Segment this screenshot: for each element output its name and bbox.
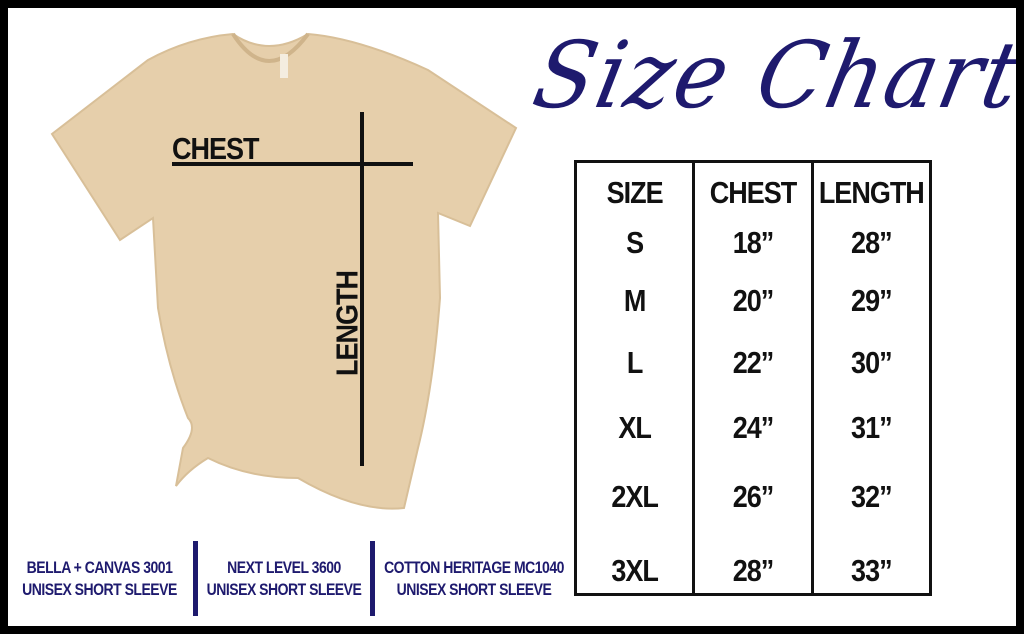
divider	[193, 541, 198, 616]
header-size: SIZE	[606, 176, 664, 210]
cell: 18”	[732, 226, 775, 260]
cell: 22”	[732, 346, 775, 380]
cell: 26”	[732, 480, 775, 514]
size-chart-canvas: CHEST LENGTH Size Chart SIZE S M L XL 2X…	[8, 8, 1016, 626]
brand-next-level: NEXT LEVEL 3600 UNISEX SHORT SLEEVE	[206, 557, 362, 599]
cell: M	[623, 284, 646, 318]
chest-label: CHEST	[172, 132, 260, 166]
cell: 24”	[732, 411, 775, 445]
header-length: LENGTH	[818, 176, 925, 210]
chest-column: CHEST 18” 20” 22” 24” 26” 28”	[695, 163, 814, 593]
cell: 28”	[732, 554, 775, 588]
tshirt-image	[50, 32, 518, 510]
cell: 32”	[851, 480, 893, 514]
cell: 2XL	[611, 480, 659, 514]
cell: 3XL	[611, 554, 659, 588]
shirt-tag	[280, 54, 288, 78]
brand-bella-canvas: BELLA + CANVAS 3001 UNISEX SHORT SLEEVE	[22, 557, 177, 599]
cell: 33”	[851, 554, 893, 588]
title: Size Chart	[525, 22, 1016, 129]
cell: 28”	[851, 226, 893, 260]
cell: L	[626, 346, 643, 380]
cell: 20”	[732, 284, 775, 318]
header-chest: CHEST	[709, 176, 798, 210]
divider	[370, 541, 375, 616]
cell: XL	[618, 411, 652, 445]
size-table: SIZE S M L XL 2XL 3XL CHEST 18” 20” 22” …	[574, 160, 932, 596]
cell: S	[626, 226, 644, 260]
cell: 29”	[851, 284, 893, 318]
cell: 30”	[851, 346, 893, 380]
length-column: LENGTH 28” 29” 30” 31” 32” 33”	[814, 163, 929, 593]
length-label: LENGTH	[330, 271, 365, 376]
cell: 31”	[851, 411, 893, 445]
size-column: SIZE S M L XL 2XL 3XL	[577, 163, 696, 593]
brand-cotton-heritage: COTTON HERITAGE MC1040 UNISEX SHORT SLEE…	[384, 557, 564, 599]
